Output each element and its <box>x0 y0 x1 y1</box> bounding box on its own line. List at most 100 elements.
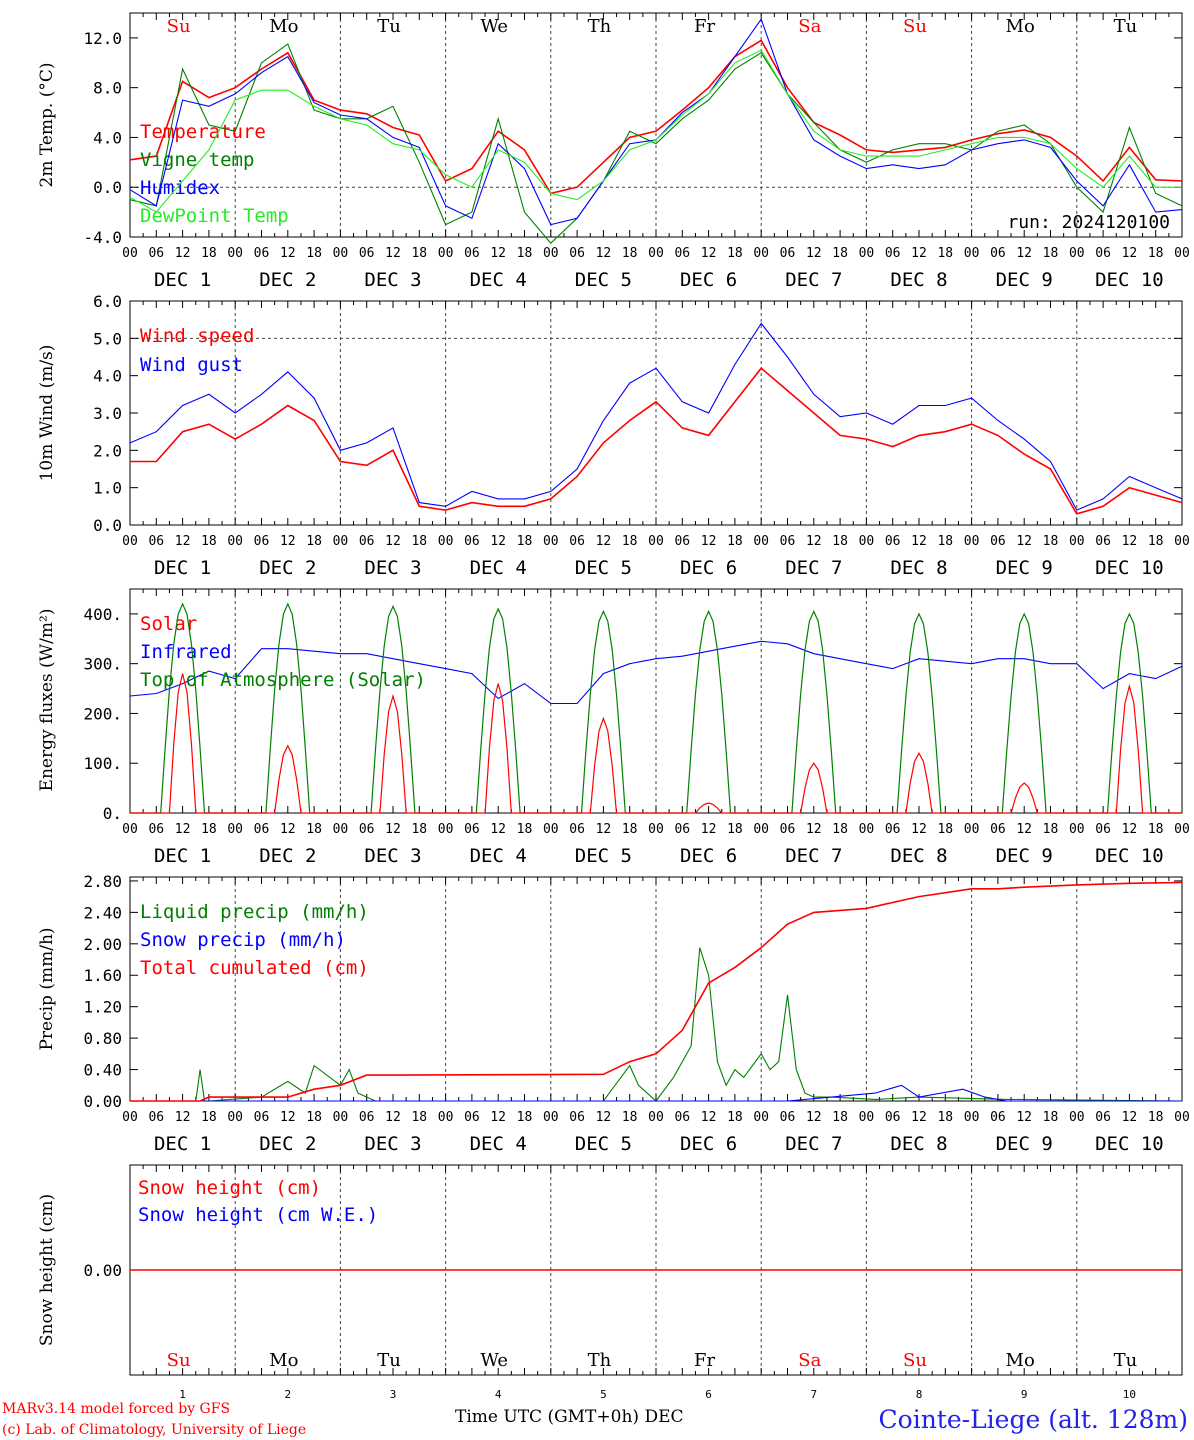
y-tick-label: 0.0 <box>93 516 122 535</box>
y-tick-label: 2.0 <box>93 441 122 460</box>
y-tick-label: 8.0 <box>93 79 122 98</box>
hour-tick-label: 18 <box>411 822 427 837</box>
hour-tick-label: 06 <box>674 822 690 837</box>
weekday-label: Tu <box>1114 16 1138 37</box>
run-label: run: 2024120100 <box>1007 212 1170 233</box>
hour-tick-label: 06 <box>464 822 480 837</box>
hour-tick-label: 00 <box>1174 246 1190 261</box>
hour-tick-label: 06 <box>569 534 585 549</box>
hour-tick-label: 18 <box>517 822 533 837</box>
legend-entry: Snow height (cm) <box>138 1177 321 1199</box>
hour-tick-label: 12 <box>175 1110 191 1125</box>
hour-tick-label: 12 <box>280 1110 296 1125</box>
series-dewpoint-temp <box>129 49 1182 213</box>
location-label: Cointe-Liege (alt. 128m) <box>879 1405 1188 1434</box>
hour-tick-label: 12 <box>806 534 822 549</box>
hour-tick-label: 00 <box>648 246 664 261</box>
day-number-label: 4 <box>495 1388 502 1401</box>
hour-tick-label: 00 <box>964 1110 980 1125</box>
hour-tick-label: 18 <box>1043 822 1059 837</box>
hour-tick-label: 12 <box>490 246 506 261</box>
date-label: DEC 9 <box>996 1133 1053 1155</box>
hour-tick-label: 18 <box>937 246 953 261</box>
hour-tick-label: 18 <box>937 534 953 549</box>
weekday-label: Su <box>167 1350 191 1371</box>
y-tick-label: 0. <box>103 804 122 823</box>
weekday-label: Th <box>588 1350 612 1371</box>
date-label: DEC 5 <box>575 557 632 579</box>
weekday-label: Su <box>903 1350 927 1371</box>
hour-tick-label: 12 <box>911 1110 927 1125</box>
hour-tick-label: 00 <box>648 822 664 837</box>
hour-tick-label: 00 <box>648 534 664 549</box>
date-label: DEC 7 <box>785 1133 842 1155</box>
y-axis-label: Snow height (cm) <box>37 1194 57 1346</box>
hour-tick-label: 06 <box>569 1110 585 1125</box>
hour-tick-label: 12 <box>490 822 506 837</box>
day-number-label: 8 <box>916 1388 923 1401</box>
hour-tick-label: 12 <box>490 534 506 549</box>
hour-tick-label: 12 <box>1016 1110 1032 1125</box>
hour-tick-label: 00 <box>438 1110 454 1125</box>
date-label: DEC 6 <box>680 1133 737 1155</box>
hour-tick-label: 06 <box>885 1110 901 1125</box>
hour-tick-label: 06 <box>148 246 164 261</box>
legend-entry: Temperature <box>140 121 266 143</box>
y-tick-label: 12.0 <box>83 29 122 48</box>
date-label: DEC 2 <box>259 1133 316 1155</box>
panel-2: 0.0 1.0 2.0 3.0 4.0 5.0 6.0 10m Wind (m/s) 00 06 1… <box>37 292 1190 579</box>
y-tick-label: 4.0 <box>93 367 122 386</box>
hour-tick-label: 12 <box>1122 246 1138 261</box>
hour-tick-label: 00 <box>648 1110 664 1125</box>
y-axis-label: 10m Wind (m/s) <box>37 345 57 482</box>
date-label: DEC 1 <box>154 1133 211 1155</box>
legend-entry: Top of Atmosphere (Solar) <box>140 669 426 691</box>
hour-tick-label: 06 <box>780 534 796 549</box>
hour-tick-label: 06 <box>990 822 1006 837</box>
hour-tick-label: 18 <box>727 246 743 261</box>
y-tick-label: 2.00 <box>83 935 122 954</box>
y-tick-label: 5.0 <box>93 329 122 348</box>
series-infrared <box>129 640 1183 705</box>
hour-tick-label: 12 <box>175 822 191 837</box>
hour-tick-label: 12 <box>385 534 401 549</box>
hour-tick-label: 00 <box>227 246 243 261</box>
hour-tick-label: 18 <box>411 246 427 261</box>
hour-tick-label: 12 <box>701 534 717 549</box>
hour-tick-label: 00 <box>543 822 559 837</box>
date-label: DEC 4 <box>470 557 527 579</box>
hour-tick-label: 00 <box>227 822 243 837</box>
series-wind-speed <box>130 367 1183 515</box>
date-label: DEC 6 <box>680 557 737 579</box>
weekday-label: Tu <box>1114 1350 1138 1371</box>
legend-entry: Infrared <box>140 641 232 663</box>
y-tick-label: 2.40 <box>83 903 122 922</box>
hour-tick-label: 00 <box>438 534 454 549</box>
y-tick-label: 0.00 <box>83 1261 122 1280</box>
weekday-label: Th <box>588 16 612 37</box>
hour-tick-label: 00 <box>438 822 454 837</box>
hour-tick-label: 18 <box>1148 534 1164 549</box>
hour-tick-label: 06 <box>990 1110 1006 1125</box>
hour-tick-label: 00 <box>1174 822 1190 837</box>
weekday-label: Fr <box>694 16 715 37</box>
y-tick-label: 0.0 <box>93 178 122 197</box>
series-total-cumulated-cm <box>130 881 1183 1102</box>
hour-tick-label: 18 <box>1148 1110 1164 1125</box>
hour-tick-label: 00 <box>964 246 980 261</box>
hour-tick-label: 12 <box>911 534 927 549</box>
hour-tick-label: 12 <box>596 822 612 837</box>
hour-tick-label: 06 <box>990 534 1006 549</box>
y-tick-label: 0.00 <box>83 1092 122 1111</box>
hour-tick-label: 18 <box>832 1110 848 1125</box>
hour-tick-label: 00 <box>122 534 138 549</box>
hour-tick-label: 06 <box>780 1110 796 1125</box>
date-label: DEC 1 <box>154 845 211 867</box>
hour-tick-label: 00 <box>1174 1110 1190 1125</box>
day-number-label: 1 <box>179 1388 186 1401</box>
date-label: DEC 8 <box>890 1133 947 1155</box>
hour-tick-label: 12 <box>280 822 296 837</box>
hour-tick-label: 12 <box>806 822 822 837</box>
weekday-label: Mo <box>269 16 298 37</box>
y-tick-label: 3.0 <box>93 404 122 423</box>
